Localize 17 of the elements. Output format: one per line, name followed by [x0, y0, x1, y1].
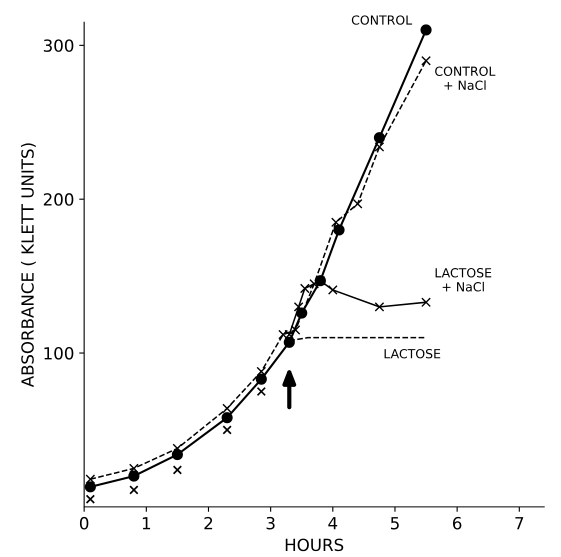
- x-tick-label: 6: [453, 516, 462, 530]
- series-label: CONTROL + NaCl: [435, 66, 496, 90]
- series-label: LACTOSE: [384, 348, 440, 358]
- x-tick-label: 5: [390, 517, 399, 530]
- y-axis-title: ABSORBANCE ( KLETT UNITS): [20, 143, 36, 388]
- y-tick-label: 200: [44, 193, 74, 206]
- x-tick-label: 1: [142, 517, 150, 530]
- x-tick-label: 3: [266, 516, 275, 530]
- y-tick-label: 300: [44, 39, 74, 52]
- x-tick-label: 4: [328, 517, 338, 530]
- series-label: CONTROL: [352, 15, 412, 25]
- series-label: LACTOSE + NaCl: [436, 268, 492, 292]
- x-tick-label: 2: [204, 516, 212, 530]
- x-tick-label: 0: [80, 516, 88, 530]
- y-tick-label: 100: [44, 346, 74, 360]
- x-tick-label: 7: [515, 517, 524, 530]
- x-axis-title: HOURS: [286, 538, 344, 552]
